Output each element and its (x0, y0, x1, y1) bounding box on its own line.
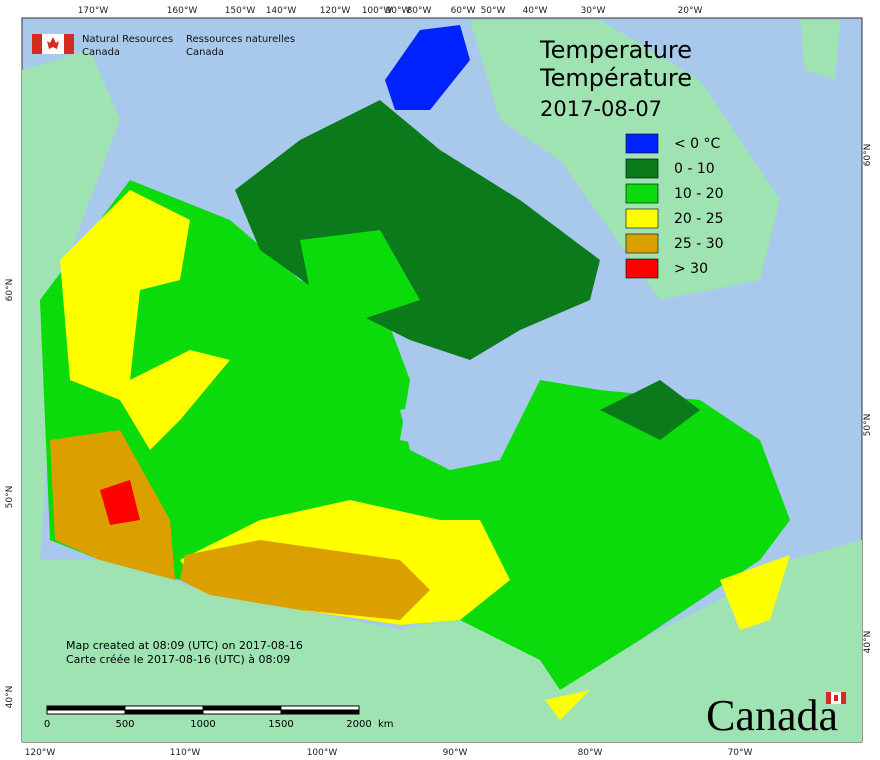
legend-label: > 30 (674, 261, 708, 277)
wordmark-flag (825, 691, 847, 705)
graticule-label: 50°N (5, 486, 15, 509)
legend-swatch (625, 258, 659, 279)
graticule-label: 120°W (320, 6, 351, 16)
graticule-label: 60°W (451, 6, 476, 16)
agency-en: Canada (82, 47, 120, 58)
graticule-label: 90°W (386, 6, 411, 16)
title-fr: Température (539, 64, 692, 92)
legend-label: < 0 °C (674, 136, 721, 152)
graticule-label: 70°W (728, 748, 753, 758)
wordmark: Canada (706, 691, 838, 740)
legend-label: 10 - 20 (674, 186, 724, 202)
graticule-label: 60°N (5, 279, 15, 302)
graticule-label: 40°N (5, 686, 15, 709)
graticule-label: 40°N (863, 631, 873, 654)
graticule-label: 40°W (523, 6, 548, 16)
scale-label: 1500 (268, 719, 293, 730)
graticule-label: 20°W (678, 6, 703, 16)
graticule-label: 100°W (362, 6, 393, 16)
scale-label: 1000 (190, 719, 215, 730)
graticule-label: 150°W (225, 6, 256, 16)
graticule-label: 50°N (863, 414, 873, 437)
graticule-label: 110°W (170, 748, 201, 758)
graticule-label: 80°W (578, 748, 603, 758)
legend-label: 25 - 30 (674, 236, 724, 252)
graticule-label: 80°W (407, 6, 432, 16)
graticule-label: 30°W (581, 6, 606, 16)
legend-swatch (625, 183, 659, 204)
agency-en: Natural Resources (82, 34, 173, 45)
legend-label: 20 - 25 (674, 211, 724, 227)
title-en: Temperature (539, 36, 692, 64)
neighbours (22, 20, 862, 742)
canada-land (40, 25, 790, 720)
date: 2017-08-07 (540, 97, 662, 121)
scale-bar (46, 705, 360, 715)
legend-label: 0 - 10 (674, 161, 715, 177)
note: Carte créée le 2017-08-16 (UTC) à 08:09 (66, 653, 290, 666)
scale-label: 500 (115, 719, 134, 730)
legend-swatch (625, 158, 659, 179)
scale-label: 2000 (346, 719, 371, 730)
graticule-label: 120°W (25, 748, 56, 758)
flag (32, 34, 74, 54)
graticule-label: 140°W (266, 6, 297, 16)
note: Map created at 08:09 (UTC) on 2017-08-16 (66, 639, 303, 652)
graticule-label: 50°W (481, 6, 506, 16)
graticule-label: 170°W (78, 6, 109, 16)
graticule-label: 160°W (167, 6, 198, 16)
graticule-label: 60°N (863, 144, 873, 167)
legend-swatch (625, 208, 659, 229)
legend-swatch (625, 133, 659, 154)
agency-fr: Ressources naturelles (186, 34, 295, 45)
legend-swatch (625, 233, 659, 254)
agency-fr: Canada (186, 47, 224, 58)
graticule-label: 90°W (443, 748, 468, 758)
scale-label: 0 (44, 719, 50, 730)
graticule-label: 100°W (307, 748, 338, 758)
scale-unit: km (378, 719, 394, 730)
